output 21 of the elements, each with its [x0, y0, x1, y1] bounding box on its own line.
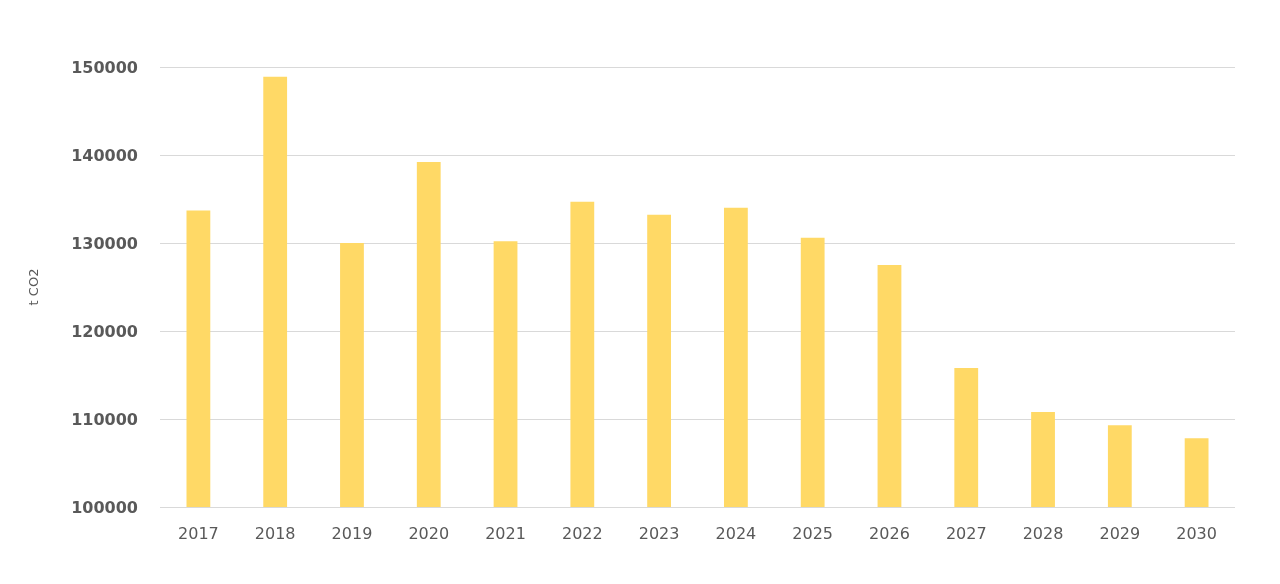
y-tick-label: 100000 [71, 497, 138, 517]
x-tick-label: 2029 [1099, 523, 1141, 543]
y-tick-label: 130000 [71, 233, 138, 253]
x-tick-label: 2018 [254, 523, 296, 543]
x-tick-label: 2017 [178, 523, 219, 543]
x-tick-label: 2024 [715, 523, 757, 543]
x-tick-label: 2025 [792, 523, 834, 543]
x-tick-label: 2023 [638, 523, 680, 543]
x-tick-label: 2027 [945, 523, 987, 543]
y-tick-label: 140000 [71, 145, 138, 165]
x-tick-label: 2021 [485, 523, 526, 543]
y-axis-title: t CO2 [26, 268, 41, 306]
x-tick-label: 2026 [869, 523, 910, 543]
x-tick-label: 2020 [408, 523, 450, 543]
x-tick-label: 2028 [1022, 523, 1064, 543]
y-tick-label: 120000 [71, 321, 138, 341]
y-tick-label: 150000 [71, 57, 138, 77]
x-tick-label: 2019 [331, 523, 373, 543]
x-tick-label: 2030 [1176, 523, 1217, 543]
x-tick-label: 2022 [561, 523, 603, 543]
y-tick-label: 110000 [71, 409, 138, 429]
